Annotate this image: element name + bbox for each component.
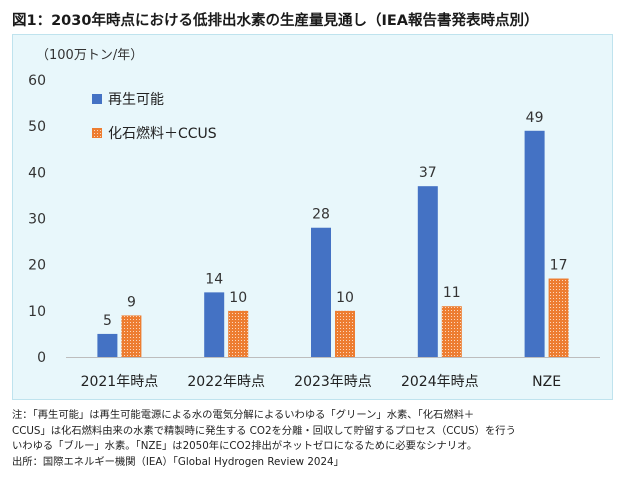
- legend-label-renewable: 再生可能: [108, 92, 164, 108]
- x-tick-label: 2022年時点: [187, 374, 265, 390]
- legend-swatch-renewable: [92, 94, 102, 104]
- y-tick-label: 50: [28, 119, 46, 135]
- bar-fossil-ccus: [548, 278, 569, 357]
- bar-renewable: [311, 227, 331, 357]
- data-label: 17: [550, 258, 568, 274]
- data-label: 37: [419, 165, 437, 181]
- bar-fossil-ccus: [335, 310, 355, 357]
- bar-fossil-ccus: [121, 315, 142, 357]
- note-line-2: CCUS」は化石燃料由来の水素で精製時に発生する CO2を分離・回収して貯留する…: [12, 424, 516, 437]
- source-line: 出所：国際エネルギー機関（IEA）「Global Hydrogen Review…: [12, 455, 344, 468]
- bar-renewable: [417, 186, 438, 357]
- data-label: 10: [229, 290, 247, 306]
- y-tick-label: 10: [28, 304, 46, 320]
- y-tick-label: 20: [28, 258, 46, 274]
- bar-fossil-ccus: [441, 306, 462, 357]
- data-label: 11: [443, 285, 461, 301]
- chart-title: 図1：2030年時点における低排出水素の生産量見通し（IEA報告書発表時点別）: [12, 13, 539, 29]
- bar-renewable: [524, 130, 545, 357]
- legend-swatch-fossil-ccus: [92, 128, 102, 138]
- data-label: 28: [312, 207, 330, 223]
- note-line-1: 注：「再生可能」は再生可能電源による水の電気分解によるいわゆる「グリーン」水素、…: [12, 409, 475, 421]
- note-line-3: いわゆる「ブルー」水素。「NZE」は2050年にCO2排出がネットゼロになるため…: [12, 440, 478, 452]
- footnotes: 注：「再生可能」は再生可能電源による水の電気分解によるいわゆる「グリーン」水素、…: [12, 408, 612, 470]
- x-tick-label: NZE: [532, 374, 561, 390]
- data-label: 10: [336, 290, 354, 306]
- data-label: 9: [127, 294, 136, 310]
- legend-label-fossil-ccus: 化石燃料＋CCUS: [108, 125, 217, 142]
- data-label: 5: [103, 313, 112, 329]
- y-tick-label: 40: [28, 165, 46, 181]
- bar-fossil-ccus: [228, 310, 249, 357]
- data-label: 14: [205, 271, 223, 287]
- x-tick-label: 2021年時点: [81, 374, 159, 390]
- x-tick-label: 2024年時点: [401, 374, 479, 390]
- y-tick-label: 60: [28, 73, 46, 89]
- y-tick-label: 30: [28, 212, 46, 228]
- bar-renewable: [97, 333, 118, 357]
- y-tick-label: 0: [37, 350, 46, 366]
- x-tick-label: 2023年時点: [294, 374, 372, 390]
- y-axis-unit-label: （100万トン/年）: [36, 48, 144, 63]
- data-label: 49: [526, 110, 544, 126]
- bar-renewable: [204, 292, 225, 357]
- bar-chart: 0 10 20 30 40 50 60 59 2021年時点 14 10 2022年時点 28 10 202…: [28, 73, 600, 390]
